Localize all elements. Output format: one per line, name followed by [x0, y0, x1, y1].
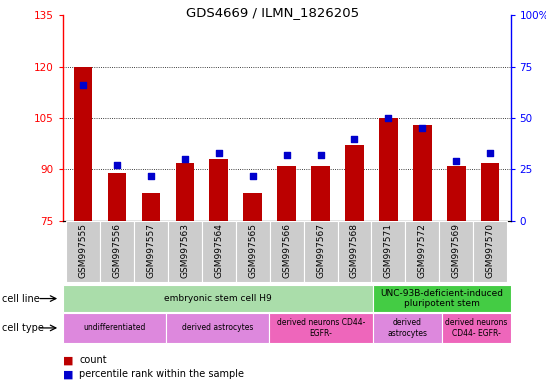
FancyBboxPatch shape: [405, 221, 440, 282]
Text: GSM997564: GSM997564: [215, 223, 223, 278]
Point: [418, 125, 426, 131]
FancyBboxPatch shape: [473, 221, 507, 282]
Text: GSM997565: GSM997565: [248, 223, 257, 278]
Point: [384, 115, 393, 121]
FancyBboxPatch shape: [440, 221, 473, 282]
Bar: [345, 146, 364, 221]
FancyBboxPatch shape: [337, 221, 371, 282]
Text: ■: ■: [63, 355, 73, 365]
FancyBboxPatch shape: [202, 221, 236, 282]
Point: [316, 152, 325, 158]
FancyBboxPatch shape: [373, 313, 442, 343]
Text: GDS4669 / ILMN_1826205: GDS4669 / ILMN_1826205: [186, 6, 360, 19]
Text: GSM997572: GSM997572: [418, 223, 427, 278]
Text: count: count: [79, 355, 107, 365]
Text: GSM997567: GSM997567: [316, 223, 325, 278]
Bar: [210, 159, 228, 221]
FancyBboxPatch shape: [236, 221, 270, 282]
Point: [452, 158, 461, 164]
FancyBboxPatch shape: [373, 285, 511, 313]
Text: percentile rank within the sample: percentile rank within the sample: [79, 369, 244, 379]
Point: [147, 172, 156, 179]
Bar: [413, 125, 432, 221]
FancyBboxPatch shape: [63, 285, 373, 313]
Bar: [379, 118, 397, 221]
Point: [215, 150, 223, 156]
Bar: [277, 166, 296, 221]
Point: [282, 152, 291, 158]
Text: GSM997571: GSM997571: [384, 223, 393, 278]
FancyBboxPatch shape: [63, 313, 166, 343]
Text: GSM997568: GSM997568: [350, 223, 359, 278]
Point: [112, 162, 121, 169]
FancyBboxPatch shape: [134, 221, 168, 282]
Text: derived astrocytes: derived astrocytes: [182, 323, 253, 333]
Bar: [108, 173, 126, 221]
Text: GSM997569: GSM997569: [452, 223, 461, 278]
Point: [181, 156, 189, 162]
FancyBboxPatch shape: [66, 221, 100, 282]
Text: derived neurons CD44-
EGFR-: derived neurons CD44- EGFR-: [277, 318, 365, 338]
Text: GSM997570: GSM997570: [485, 223, 495, 278]
Bar: [176, 162, 194, 221]
FancyBboxPatch shape: [270, 221, 304, 282]
Bar: [74, 67, 92, 221]
Text: GSM997557: GSM997557: [146, 223, 156, 278]
Text: cell line: cell line: [2, 293, 39, 304]
Text: undifferentiated: undifferentiated: [83, 323, 146, 333]
FancyBboxPatch shape: [166, 313, 269, 343]
Point: [248, 172, 257, 179]
Point: [350, 136, 359, 142]
FancyBboxPatch shape: [168, 221, 202, 282]
Point: [486, 150, 495, 156]
Text: embryonic stem cell H9: embryonic stem cell H9: [164, 294, 272, 303]
FancyBboxPatch shape: [442, 313, 511, 343]
Bar: [244, 194, 262, 221]
Bar: [311, 166, 330, 221]
FancyBboxPatch shape: [100, 221, 134, 282]
Text: cell type: cell type: [2, 323, 44, 333]
Point: [79, 82, 87, 88]
Text: ■: ■: [63, 369, 73, 379]
FancyBboxPatch shape: [304, 221, 337, 282]
Text: GSM997563: GSM997563: [180, 223, 189, 278]
Bar: [481, 162, 500, 221]
Text: GSM997566: GSM997566: [282, 223, 291, 278]
Bar: [447, 166, 466, 221]
FancyBboxPatch shape: [371, 221, 405, 282]
Text: GSM997555: GSM997555: [79, 223, 88, 278]
Text: derived neurons
CD44- EGFR-: derived neurons CD44- EGFR-: [445, 318, 507, 338]
Text: GSM997556: GSM997556: [112, 223, 122, 278]
FancyBboxPatch shape: [269, 313, 373, 343]
Bar: [141, 194, 161, 221]
Text: UNC-93B-deficient-induced
pluripotent stem: UNC-93B-deficient-induced pluripotent st…: [380, 289, 503, 308]
Text: derived
astrocytes: derived astrocytes: [387, 318, 427, 338]
